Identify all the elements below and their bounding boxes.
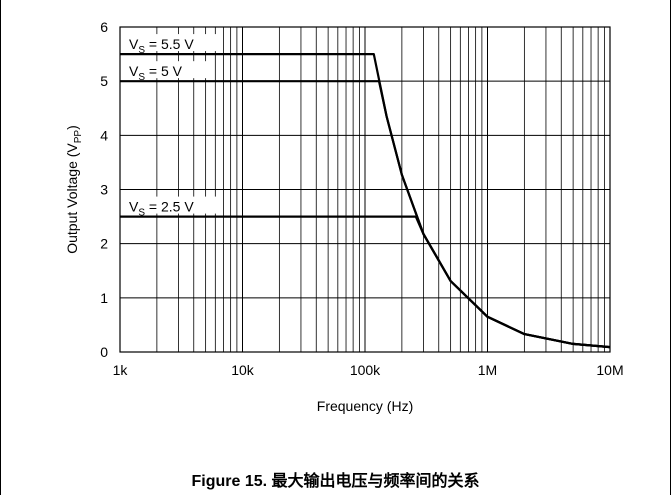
y-tick-label: 2 [100,236,108,252]
plot-area-border [119,26,611,353]
series-label-background [122,34,220,52]
y-tick-label: 1 [100,290,108,306]
series-label-background [122,196,220,214]
series-line [120,215,611,349]
x-axis-label: Frequency (Hz) [317,398,413,414]
x-tick-label: 1M [478,362,497,378]
x-tick-label: 100k [350,362,381,378]
series-label: VS = 2.5 V [129,199,194,219]
figure-caption: Figure 15. 最大输出电压与频率间的关系 [191,473,480,490]
y-axis-label: Output Voltage (VPP) [64,125,84,254]
series-label: VS = 5 V [129,63,183,83]
series-label: VS = 5.5 V [129,36,194,56]
y-tick-label: 6 [100,19,108,35]
x-tick-label: 10M [596,362,623,378]
y-tick-label: 3 [100,182,108,198]
series-label-background [122,61,208,79]
y-tick-label: 4 [100,127,108,143]
x-tick-label: 10k [231,362,255,378]
x-tick-label: 1k [113,362,129,378]
y-tick-label: 5 [100,73,108,89]
y-tick-label: 0 [100,344,108,360]
